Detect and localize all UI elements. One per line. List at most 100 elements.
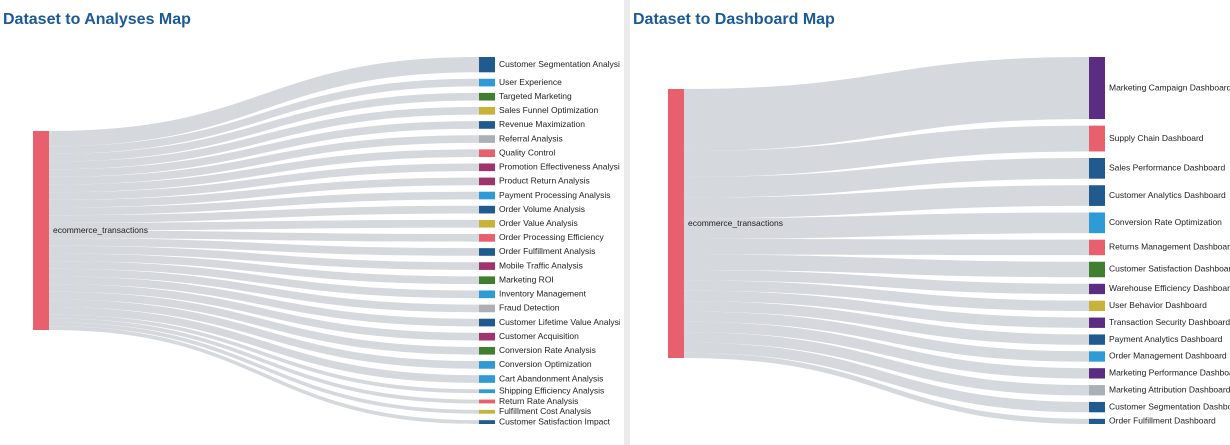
target-node xyxy=(479,149,495,157)
target-node xyxy=(479,248,495,256)
target-node xyxy=(479,78,495,87)
link xyxy=(49,92,479,162)
link xyxy=(49,238,479,256)
source-node xyxy=(33,131,49,330)
link xyxy=(49,307,479,383)
target-node xyxy=(479,177,495,186)
target-label: Customer Acquisition xyxy=(499,331,579,341)
target-label: Customer Lifetime Value Analysis xyxy=(499,317,625,327)
target-label: Marketing Performance Dashboard xyxy=(1109,368,1230,378)
target-node xyxy=(479,219,495,228)
link xyxy=(684,212,1089,240)
target-node xyxy=(1089,57,1105,120)
link xyxy=(49,219,479,231)
target-label: Returns Management Dashboard xyxy=(1109,242,1230,252)
target-node xyxy=(479,57,495,73)
source-label: ecommerce_transactions xyxy=(53,225,148,235)
link xyxy=(684,311,1089,362)
target-label: Order Fulfillment Analysis xyxy=(499,246,595,256)
source-node xyxy=(668,89,684,358)
target-label: Customer Analytics Dashboard xyxy=(1109,190,1226,200)
link xyxy=(49,191,479,216)
link xyxy=(684,352,1089,424)
link xyxy=(49,163,479,200)
links xyxy=(49,57,479,424)
target-node xyxy=(479,409,495,414)
link xyxy=(49,245,479,270)
link xyxy=(684,270,1089,295)
target-label: Payment Analytics Dashboard xyxy=(1109,334,1223,344)
sankey-chart: Dataset to Dashboard Map Marketing Campai… xyxy=(633,11,1230,425)
target-label: Customer Segmentation Dashboard xyxy=(1109,401,1230,411)
target-node xyxy=(479,304,495,313)
target-node xyxy=(1089,212,1105,234)
links xyxy=(684,57,1089,424)
target-node xyxy=(1089,300,1105,312)
chart-title: Dataset to Analyses Map xyxy=(3,11,191,28)
chart-title: Dataset to Dashboard Map xyxy=(633,11,835,28)
link xyxy=(49,205,479,223)
link xyxy=(49,318,479,404)
link xyxy=(49,299,479,369)
target-node xyxy=(1089,239,1105,256)
target-label: Marketing Campaign Dashboard xyxy=(1109,82,1230,92)
target-node xyxy=(479,276,495,285)
target-node xyxy=(1089,158,1105,179)
target-node xyxy=(1089,261,1105,278)
link xyxy=(49,135,479,185)
link xyxy=(49,314,479,394)
link xyxy=(684,239,1089,256)
target-label: Quality Control xyxy=(499,147,555,157)
target-label: Sales Funnel Optimization xyxy=(499,105,598,115)
target-node xyxy=(479,135,495,143)
link xyxy=(684,290,1089,328)
link xyxy=(684,301,1089,345)
target-node xyxy=(479,389,495,394)
target-node xyxy=(479,361,495,369)
link xyxy=(684,332,1089,396)
target-node xyxy=(479,92,495,101)
target-node xyxy=(1089,317,1105,328)
link xyxy=(49,121,479,177)
target-node xyxy=(1089,385,1105,396)
target-node xyxy=(479,420,495,424)
target-label: User Experience xyxy=(499,77,562,87)
target-label: Order Fulfillment Dashboard xyxy=(1109,416,1216,426)
target-label: Conversion Rate Optimization xyxy=(1109,217,1222,227)
target-label: Supply Chain Dashboard xyxy=(1109,133,1204,143)
target-label: Warehouse Efficiency Dashboard xyxy=(1109,283,1230,293)
target-label: Shipping Efficiency Analysis xyxy=(499,385,604,395)
link xyxy=(49,261,479,299)
target-label: Order Processing Efficiency xyxy=(499,232,604,242)
target-node xyxy=(479,290,495,299)
target-node xyxy=(1089,368,1105,379)
link xyxy=(49,291,479,355)
link xyxy=(49,253,479,285)
link xyxy=(49,284,479,341)
link xyxy=(49,326,479,424)
target-node xyxy=(1089,334,1105,345)
target-label: Product Return Analysis xyxy=(499,176,590,186)
link xyxy=(49,57,479,147)
sankey-chart: Dataset to Analyses Map Customer Segmenta… xyxy=(3,11,625,426)
link xyxy=(49,276,479,327)
link xyxy=(49,149,479,193)
link xyxy=(684,254,1089,278)
target-node xyxy=(479,262,495,270)
link xyxy=(684,57,1089,152)
target-node xyxy=(479,121,495,129)
target-label: Revenue Maximization xyxy=(499,119,585,129)
target-label: Targeted Marketing xyxy=(499,91,572,101)
target-label: Mobile Traffic Analysis xyxy=(499,260,583,270)
target-label: Order Volume Analysis xyxy=(499,204,585,214)
target-node xyxy=(1089,351,1105,362)
target-label: Inventory Management xyxy=(499,289,587,299)
target-node xyxy=(1089,401,1105,413)
target-label: Cart Abandonment Analysis xyxy=(499,373,603,383)
target-label: Fulfillment Cost Analysis xyxy=(499,406,591,416)
link xyxy=(49,107,479,170)
target-node xyxy=(1089,418,1105,424)
link xyxy=(684,125,1089,177)
target-node xyxy=(479,205,495,214)
target-node xyxy=(479,163,495,172)
